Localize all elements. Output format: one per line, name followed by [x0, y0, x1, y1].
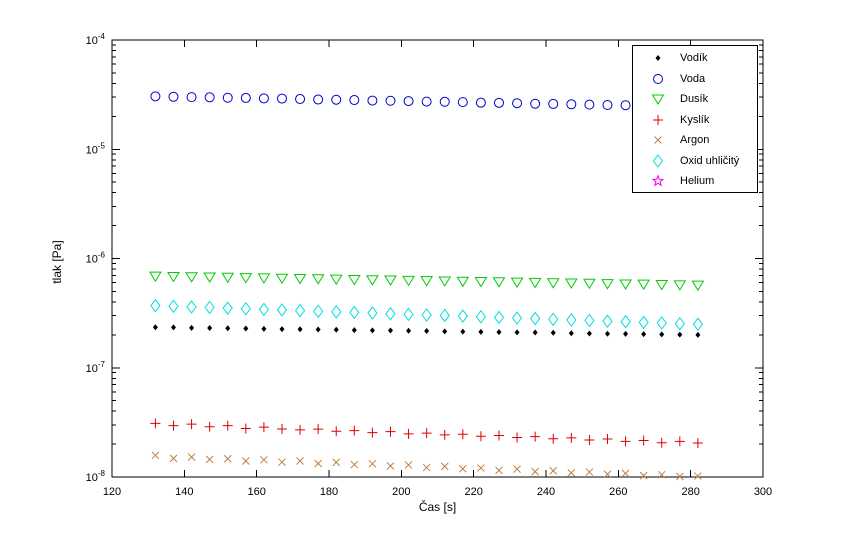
y-tick-label: 10-8 [86, 469, 106, 484]
legend-item: Vodík [633, 48, 757, 69]
y-axis-ticks [112, 39, 763, 478]
legend-item: Kyslík [633, 110, 757, 131]
x-tick-label: 160 [247, 486, 265, 498]
x-axis-label: Čas [s] [418, 500, 457, 514]
series-point [152, 324, 701, 338]
x-tick-label: 280 [681, 486, 699, 498]
series-x [151, 451, 702, 481]
legend-item: Voda [633, 69, 757, 90]
legend-marker-pentagram-icon [651, 174, 665, 187]
legend-marker-diamond-icon [652, 153, 664, 168]
legend-marker-plus-icon [653, 114, 663, 125]
legend-label: Helium [680, 175, 715, 188]
legend-box: Vodík Voda Dusík Kyslík Argon Oxid uhličitý He… [632, 45, 758, 193]
legend-label: Dusík [680, 93, 709, 106]
x-tick-label: 180 [320, 486, 338, 498]
legend-label: Voda [680, 72, 706, 85]
legend-label: Kyslík [680, 113, 710, 126]
x-axis-ticks [111, 40, 764, 477]
y-tick-label: 10-5 [86, 141, 106, 156]
legend-marker-triangle-down-icon [651, 94, 665, 106]
series-triangle-down [149, 271, 705, 292]
x-tick-label: 300 [754, 486, 772, 498]
legend-label: Argon [680, 134, 710, 147]
legend-item: Argon [633, 130, 757, 151]
series-plus [150, 418, 703, 448]
x-tick-label: 240 [537, 486, 555, 498]
legend-label: Vodík [680, 52, 708, 65]
legend-item: Oxid uhličitý [633, 151, 757, 172]
y-tick-label: 10-6 [86, 251, 106, 266]
x-tick-label: 140 [175, 486, 193, 498]
legend-item: Helium [633, 171, 757, 192]
x-tick-label: 200 [392, 486, 410, 498]
legend-item: Dusík [633, 89, 757, 110]
legend-marker-circle-icon [653, 73, 663, 84]
series-circle [150, 91, 703, 112]
series-diamond [150, 298, 704, 332]
legend-marker-point-icon [655, 55, 661, 62]
x-tick-label: 260 [609, 486, 627, 498]
y-axis-label: tlak [Pa] [50, 240, 64, 284]
y-tick-label: 10-4 [86, 32, 106, 47]
x-tick-label: 120 [103, 486, 121, 498]
y-tick-label: 10-7 [86, 360, 106, 375]
legend-marker-x-icon [654, 136, 662, 145]
x-tick-label: 220 [464, 486, 482, 498]
legend-label: Oxid uhličitý [680, 154, 740, 167]
